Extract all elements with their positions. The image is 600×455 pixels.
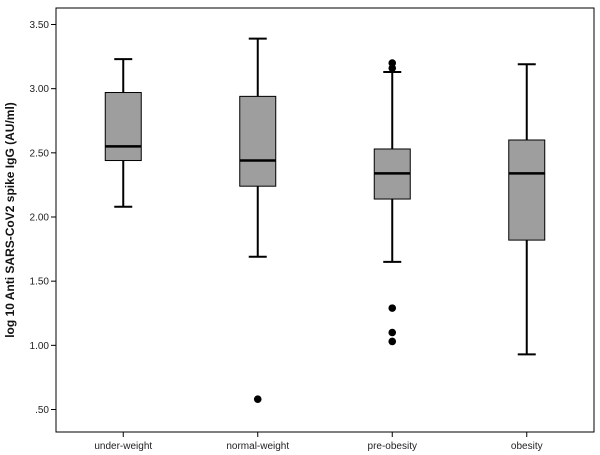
box-pre-obesity	[373, 59, 411, 346]
iqr-box	[239, 95, 277, 187]
plot-frame	[55, 7, 595, 433]
box-obesity	[508, 63, 546, 356]
boxes	[104, 37, 546, 404]
iqr-box	[508, 139, 546, 241]
y-tick-label: 3.50	[30, 20, 50, 31]
y-tick-label: 2.50	[30, 148, 50, 159]
box-normal-weight	[239, 37, 277, 404]
x-axis: under-weight normal-weight pre-obesity obes…	[94, 432, 543, 452]
outlier-point	[388, 337, 397, 346]
x-tick-label: under-weight	[94, 441, 152, 452]
outlier-point	[388, 304, 397, 312]
y-tick-label: 2.00	[30, 213, 50, 224]
x-tick-label: obesity	[511, 441, 543, 452]
iqr-box	[104, 92, 142, 162]
y-tick-label: 1.50	[30, 277, 50, 288]
outlier-point	[388, 64, 397, 72]
y-tick-label: 3.00	[30, 84, 50, 95]
y-axis-title: log 10 Anti SARS-CoV2 spike IgG (AU/ml)	[3, 102, 17, 338]
y-tick-label: 1.00	[30, 341, 50, 352]
x-tick-label: pre-obesity	[368, 441, 417, 452]
outlier-point	[388, 328, 397, 337]
x-tick-label: normal-weight	[226, 441, 289, 452]
y-tick-label: .50	[35, 405, 49, 416]
y-axis: .50 1.00 1.50 2.00 2.50 3.00 3.50	[30, 20, 56, 416]
box-under-weight	[104, 58, 142, 208]
outlier-point	[253, 395, 262, 404]
